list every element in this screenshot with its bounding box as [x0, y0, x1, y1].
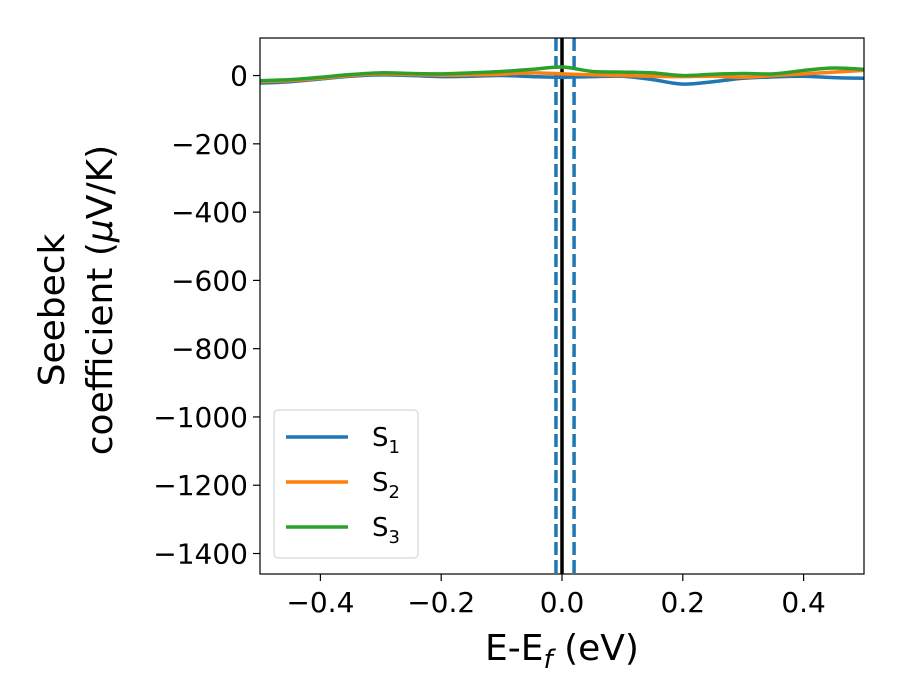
series-line-s3 — [260, 65, 864, 83]
y-axis-label-line1: Seebeck — [32, 233, 73, 386]
y-tick-label: −800 — [171, 333, 248, 366]
x-tick-label: 0.2 — [661, 586, 706, 619]
legend-entry-label: S3 — [372, 513, 400, 548]
y-axis-label: Seebeck coefficient (μV/K) — [32, 145, 121, 455]
x-axis-label-unit: (eV) — [553, 628, 639, 669]
y-tick-label: −1400 — [153, 538, 248, 571]
x-tick-label: 0.4 — [781, 586, 826, 619]
legend: S1 S2 S3 — [273, 409, 419, 559]
y-tick-label: −1000 — [153, 401, 248, 434]
y-tick-label: −600 — [171, 264, 248, 297]
x-axis-label: E-Ef (eV) — [485, 628, 639, 675]
legend-entry-label: S1 — [372, 423, 400, 458]
reference-lines — [554, 38, 576, 574]
legend-box — [273, 409, 419, 559]
x-axis-ticks: −0.4 −0.2 0.0 0.2 0.4 — [286, 574, 826, 619]
y-tick-label: 0 — [230, 60, 248, 93]
legend-entry-label: S2 — [372, 468, 400, 503]
y-axis-label-mu: μ — [80, 219, 121, 243]
y-axis-ticks: 0 −200 −400 −600 −800 −1000 −1200 −1400 — [153, 60, 260, 571]
x-axis-label-main: E-E — [485, 628, 543, 669]
plot-area — [260, 38, 864, 574]
x-tick-label: −0.4 — [286, 586, 354, 619]
y-tick-label: −200 — [171, 128, 248, 161]
y-axis-label-suffix: V/K) — [80, 145, 121, 219]
series-lines — [260, 65, 864, 86]
y-tick-label: −400 — [171, 196, 248, 229]
y-axis-label-prefix: coefficient ( — [80, 242, 121, 455]
legend-items: S1 S2 S3 — [286, 423, 400, 548]
x-tick-label: 0.0 — [540, 586, 585, 619]
x-tick-label: −0.2 — [407, 586, 475, 619]
y-axis-label-line2: coefficient (μV/K) — [80, 145, 121, 455]
y-tick-label: −1200 — [153, 469, 248, 502]
